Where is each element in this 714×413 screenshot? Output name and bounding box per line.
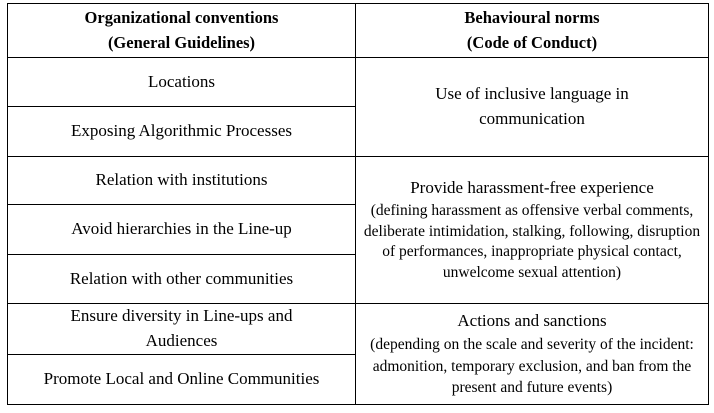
header-right-subtitle: (Code of Conduct) (466, 32, 598, 52)
table-row: Relation with institutions Provide haras… (7, 155, 709, 305)
table-row: Avoid hierarchies in the Line-up (7, 203, 709, 256)
table-row: Exposing Algorithmic Processes (7, 106, 709, 157)
norm-cell-harassment-free: Provide harassment-free experience (defi… (355, 155, 709, 305)
norm-detail: (defining harassment as offensive verbal… (363, 202, 701, 281)
convention-cell: Promote Local and Online Communities (7, 353, 356, 406)
convention-cell: Locations (7, 57, 356, 108)
header-behavioural-norms: Behavioural norms (Code of Conduct) (355, 2, 709, 59)
convention-cell: Exposing Algorithmic Processes (7, 106, 356, 157)
header-left-subtitle: (General Guidelines) (107, 32, 256, 52)
norm-cell-actions-sanctions: Actions and sanctions (depending on the … (355, 303, 709, 405)
table-header-row: Organizational conventions (General Guid… (7, 2, 709, 59)
convention-cell: Relation with other communities (7, 254, 356, 305)
table-row: Ensure diversity in Line-ups and Audienc… (7, 303, 709, 405)
convention-cell: Avoid hierarchies in the Line-up (7, 203, 356, 256)
header-right-title: Behavioural norms (464, 7, 600, 27)
norm-title: Actions and sanctions (457, 311, 607, 331)
norm-title: Use of inclusive language in communicati… (435, 84, 629, 128)
header-organizational-conventions: Organizational conventions (General Guid… (7, 2, 356, 59)
table-row: Promote Local and Online Communities (7, 353, 709, 406)
guidelines-table: Organizational conventions (General Guid… (7, 2, 709, 406)
table-row: Locations Use of inclusive language in c… (7, 57, 709, 157)
norm-cell-inclusive-language: Use of inclusive language in communicati… (355, 57, 709, 157)
header-left-title: Organizational conventions (84, 7, 279, 27)
norm-title: Provide harassment-free experience (410, 178, 654, 198)
convention-cell: Ensure diversity in Line-ups and Audienc… (7, 303, 356, 355)
convention-cell: Relation with institutions (7, 155, 356, 205)
guidelines-table-container: Organizational conventions (General Guid… (7, 2, 709, 406)
norm-detail: (depending on the scale and severity of … (370, 335, 694, 397)
